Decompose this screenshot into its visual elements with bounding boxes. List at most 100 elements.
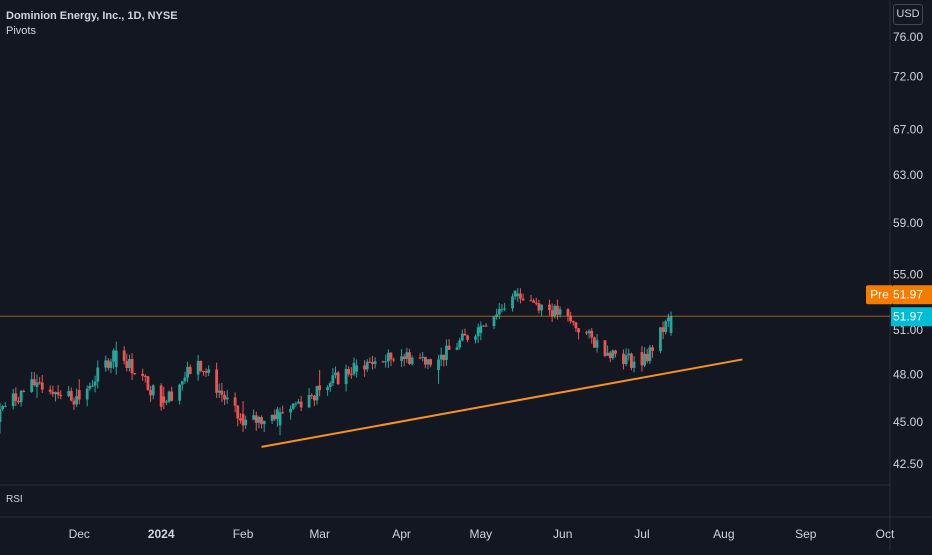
candle-body — [202, 370, 205, 372]
candle-body — [315, 386, 319, 401]
candle-body — [460, 333, 464, 341]
currency-button[interactable]: USD — [893, 4, 923, 25]
candle-body — [217, 390, 221, 393]
candle-body — [661, 327, 665, 332]
candle-body — [294, 403, 298, 405]
candle-body — [497, 309, 501, 315]
candle-body — [569, 315, 573, 322]
x-tick-label: Jun — [553, 527, 572, 541]
candle-body — [627, 353, 631, 356]
candle-body — [595, 340, 599, 348]
candle-body — [106, 360, 110, 368]
candle-body — [91, 385, 94, 387]
candle-body — [3, 406, 7, 408]
candle-body — [93, 381, 97, 386]
x-tick-label: Sep — [795, 527, 817, 541]
candle-body — [128, 359, 131, 368]
candle-body — [571, 321, 575, 323]
candle-body — [534, 302, 538, 304]
candle-body — [328, 383, 332, 388]
candle-body — [122, 350, 126, 362]
support-trendline — [261, 358, 743, 448]
candle-body — [109, 361, 113, 368]
candle-body — [608, 352, 612, 358]
candle-body — [223, 394, 226, 400]
y-tick-label: 76.00 — [893, 30, 923, 44]
candle-body — [11, 393, 15, 407]
candle-body — [629, 353, 633, 368]
x-tick-label: Jul — [634, 527, 649, 541]
candle-body — [318, 385, 322, 391]
candle-body — [75, 396, 79, 405]
price-axis: 42.50 45.00 48.00 51.00 55.00 59.00 63.00 67.00… — [893, 30, 923, 471]
candle-body — [645, 353, 649, 362]
candle-body — [141, 373, 145, 376]
candle-body — [275, 409, 279, 420]
pre-market-price: 51.97 — [893, 288, 923, 302]
candle-body — [151, 385, 155, 396]
candle-body — [51, 391, 55, 395]
candle-body — [550, 310, 554, 317]
candle-body — [310, 395, 314, 397]
candle-body — [334, 372, 337, 376]
candle-body — [484, 325, 488, 327]
candle-body — [669, 316, 673, 333]
candle-body — [30, 379, 34, 392]
candle-body — [540, 304, 543, 311]
candle-body — [513, 290, 517, 297]
candle-body — [1, 406, 5, 410]
candle-body — [336, 372, 340, 385]
candle-body — [666, 317, 670, 322]
candle-body — [389, 352, 393, 360]
candle-body — [225, 397, 229, 400]
last-price-bg — [891, 307, 932, 327]
candle-body — [344, 369, 348, 385]
candle-body — [476, 327, 480, 337]
candle-body — [445, 345, 448, 361]
candle-body — [244, 419, 248, 426]
candle-body — [88, 385, 92, 389]
candle-body — [371, 361, 374, 364]
price-tags: Pre 51.97 51.97 — [866, 285, 932, 327]
candle-body — [270, 414, 274, 421]
candle-body — [299, 401, 303, 408]
candle-body — [85, 388, 89, 400]
candle-body — [236, 405, 240, 419]
candle-body — [405, 352, 409, 359]
y-tick-label: 48.00 — [893, 368, 923, 382]
y-tick-label: 51.00 — [893, 323, 923, 337]
candle-body — [257, 417, 261, 423]
candle-body — [603, 340, 607, 356]
pre-market-price-bg — [893, 285, 932, 305]
candle-body — [400, 356, 403, 361]
candle-body — [659, 327, 662, 351]
rsi-indicator-label[interactable]: RSI — [6, 494, 23, 505]
x-tick-label: Dec — [69, 527, 90, 541]
x-tick-label: Apr — [392, 527, 411, 541]
candle-body — [180, 381, 184, 385]
candle-body — [437, 359, 440, 371]
candle-body — [149, 390, 152, 396]
candle-body — [466, 335, 469, 340]
pre-market-label: Pre — [870, 288, 889, 302]
candle-body — [548, 304, 551, 311]
candle-body — [408, 352, 411, 364]
candle-body — [347, 369, 351, 375]
pivots-indicator-label[interactable]: Pivots — [6, 25, 36, 37]
candle-body — [281, 412, 285, 414]
x-tick-label: 2024 — [148, 527, 175, 541]
candle-body — [38, 382, 42, 384]
x-tick-label: Aug — [713, 527, 734, 541]
candle-body — [312, 395, 316, 401]
candle-body — [410, 357, 414, 364]
candle-body — [384, 361, 388, 363]
candle-body — [587, 330, 591, 334]
symbol-title[interactable]: Dominion Energy, Inc., 1D, NYSE — [6, 10, 178, 22]
candle-body — [474, 336, 477, 340]
candle-body — [455, 347, 459, 350]
candle-body — [273, 414, 277, 420]
candle-body — [19, 390, 23, 403]
candle-body — [624, 355, 628, 364]
